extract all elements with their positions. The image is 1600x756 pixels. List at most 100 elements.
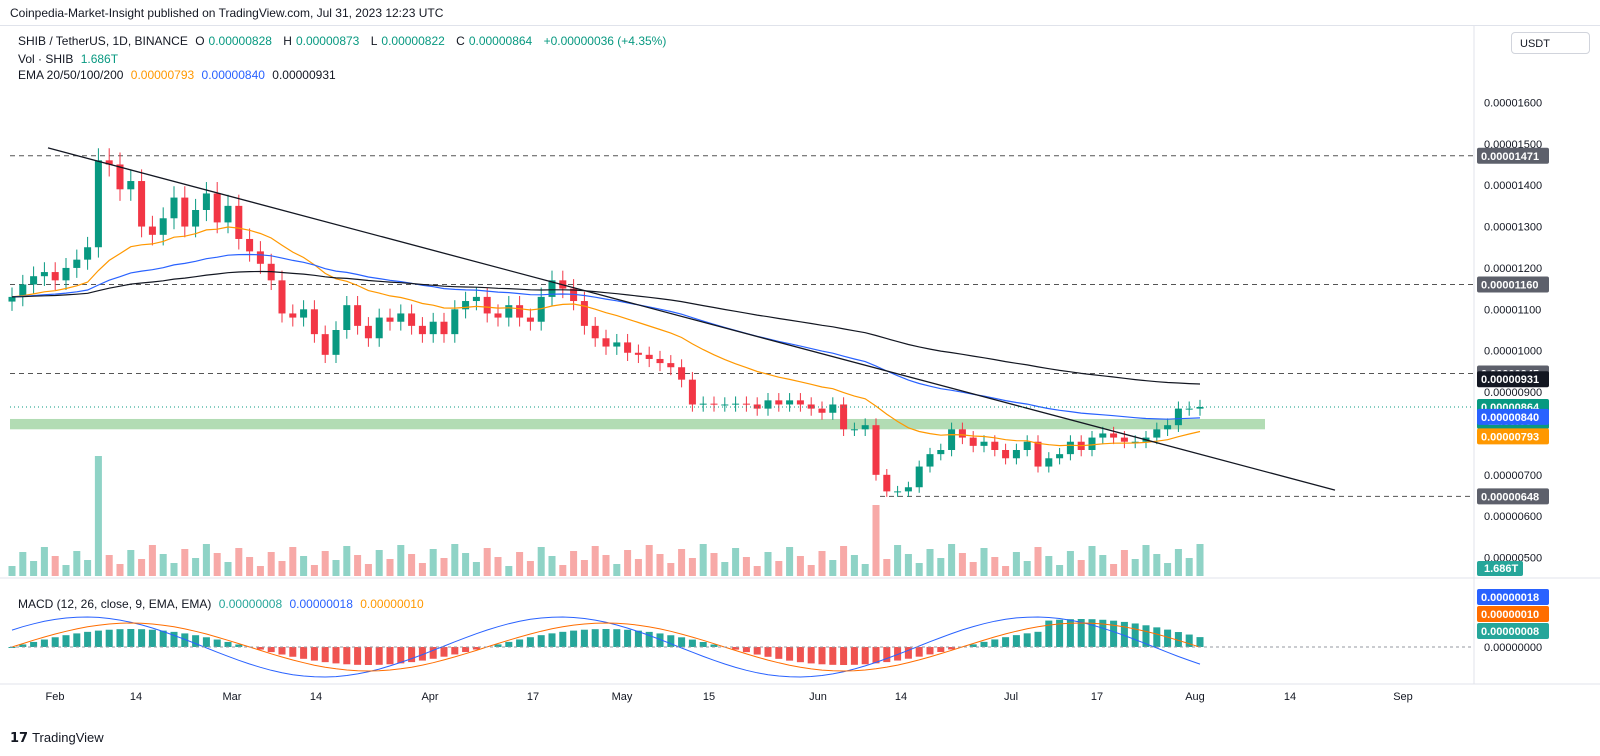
candle-body — [915, 466, 923, 488]
publish-header: Coinpedia-Market-Insight published on Tr… — [0, 0, 1600, 26]
macd-hist-bar — [343, 647, 351, 665]
macd-tag-label: 0.00000018 — [1481, 592, 1539, 604]
low-label: L — [370, 34, 378, 48]
candle-body — [105, 160, 113, 165]
macd-hist-bar — [310, 647, 318, 661]
close-label: C — [456, 34, 465, 48]
candle-body — [732, 403, 740, 405]
macd-hist-bar — [192, 635, 200, 647]
volume-bar — [51, 556, 59, 576]
volume-bar — [375, 550, 383, 576]
macd-hist-bar — [30, 641, 38, 647]
volume-bar — [559, 565, 567, 576]
volume-tag — [1477, 561, 1523, 576]
volume-bar — [440, 558, 448, 576]
candle-body — [386, 317, 394, 322]
candle-body — [1174, 408, 1182, 426]
level-tag — [1477, 488, 1549, 505]
macd-hist-bar — [332, 647, 340, 664]
volume-bar — [1110, 564, 1118, 576]
macd-hist-bar — [462, 647, 470, 653]
candle-body — [656, 358, 664, 364]
macd-hist-bar — [1066, 619, 1074, 647]
candle-body — [840, 404, 848, 430]
time-tick-label: 14 — [1284, 691, 1296, 703]
candle-body — [1002, 450, 1010, 459]
candle-body — [354, 305, 362, 326]
volume-bar — [159, 554, 167, 576]
macd-hist-bar — [159, 630, 167, 647]
candle-body — [1110, 433, 1118, 438]
volume-bar — [84, 560, 92, 576]
candle-body — [159, 218, 167, 235]
currency-selector[interactable]: USDT — [1511, 32, 1590, 54]
volume-bar — [829, 560, 837, 576]
volume-label[interactable]: Vol · SHIB — [18, 52, 74, 66]
candle-body — [170, 197, 178, 219]
volume-bar — [807, 565, 815, 576]
volume-bar — [300, 556, 308, 576]
symbol-title[interactable]: SHIB / TetherUS, 1D, BINANCE — [18, 34, 188, 48]
volume-bar — [969, 562, 977, 576]
macd-hist-bar — [678, 637, 686, 647]
open-label: O — [195, 34, 205, 48]
macd-hist-bar — [1045, 620, 1053, 647]
ema20-line — [11, 226, 1201, 447]
brand-name: TradingView — [32, 730, 104, 745]
macd-label[interactable]: MACD (12, 26, close, 9, EMA, EMA) — [18, 597, 212, 611]
tradingview-brand[interactable]: 𝟭𝟳 TradingView — [10, 728, 104, 748]
candle-body — [1153, 429, 1161, 438]
candle-body — [1045, 458, 1053, 467]
volume-bar — [732, 548, 740, 576]
candle-body — [1088, 437, 1096, 450]
time-tick-label: Aug — [1185, 691, 1205, 703]
volume-bar — [1077, 560, 1085, 576]
low-value: 0.00000822 — [381, 34, 445, 48]
open-value: 0.00000828 — [208, 34, 272, 48]
macd-hist-bar — [51, 637, 59, 647]
macd-hist-bar — [84, 631, 92, 647]
candle-body — [786, 400, 794, 405]
time-tick-label: Jul — [1004, 691, 1018, 703]
macd-hist-bar — [991, 639, 999, 647]
volume-bar — [591, 546, 599, 576]
ema-label[interactable]: EMA 20/50/100/200 — [18, 68, 124, 82]
price-tag — [1477, 428, 1549, 445]
macd-hist-bar — [408, 647, 416, 663]
price-tick-label: 0.00000700 — [1484, 470, 1542, 482]
volume-bar — [40, 547, 48, 576]
candle-body — [300, 309, 308, 318]
time-tick-label: 14 — [310, 691, 322, 703]
candle-body — [624, 342, 632, 353]
macd-hist-bar — [634, 630, 642, 647]
volume-bar — [246, 557, 254, 576]
candle-body — [1131, 441, 1139, 443]
volume-bar — [267, 552, 275, 576]
macd-line — [11, 616, 1201, 678]
descending-trendline — [47, 147, 1336, 491]
macd-signal-value: 0.00000010 — [360, 597, 424, 611]
candle-body — [181, 197, 189, 227]
volume-bar — [1174, 549, 1182, 576]
macd-hist-bar — [1142, 625, 1150, 647]
candle-body — [1196, 406, 1204, 409]
macd-hist-bar — [94, 630, 102, 647]
macd-hist-bar — [948, 647, 956, 650]
macd-hist-bar — [926, 647, 934, 655]
macd-hist-bar — [840, 647, 848, 665]
macd-hist-bar — [537, 635, 545, 647]
candle-body — [1023, 441, 1031, 450]
macd-hist-bar — [62, 635, 70, 647]
candle-body — [397, 313, 405, 322]
ema-legend: EMA 20/50/100/200 0.00000793 0.00000840 … — [18, 68, 340, 82]
volume-bar — [8, 566, 16, 576]
volume-bar — [1056, 565, 1064, 576]
candle-body — [883, 474, 891, 492]
volume-bar — [505, 566, 513, 576]
candle-body — [321, 334, 329, 355]
candle-body — [408, 313, 416, 326]
volume-bar — [688, 558, 696, 576]
candle-body — [235, 205, 243, 239]
volume-bar — [526, 561, 534, 576]
